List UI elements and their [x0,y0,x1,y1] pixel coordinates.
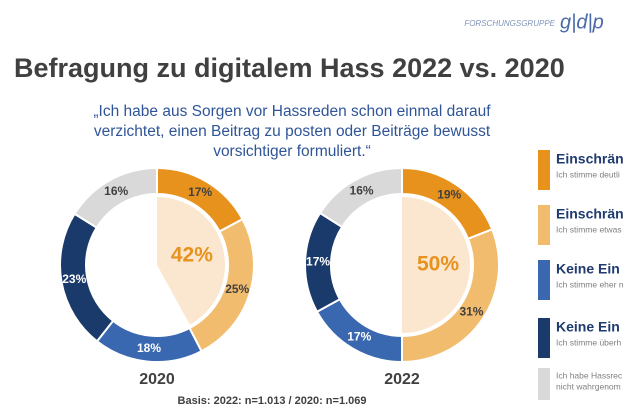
legend-swatch [538,205,550,245]
data-label: 16% [104,184,128,198]
data-label: 16% [350,184,374,198]
legend-title: Einschrän [556,206,624,222]
center-wedge [402,197,470,333]
quote-line: vorsichtiger formuliert.“ [213,143,371,160]
legend-swatch [538,150,550,190]
donut-segment [318,166,403,229]
center-label: 42% [171,244,213,267]
data-label: 31% [459,304,483,318]
center-wedge [157,197,225,325]
data-label: 25% [225,282,249,296]
legend-subtitle: Ich habe Hassrec [556,370,623,380]
legend-swatch [538,368,550,400]
chart-year: 2022 [384,371,420,388]
footnote: Basis: 2022: n=1.013 / 2020: n=1.069 [178,395,367,407]
data-label: 23% [62,272,86,286]
center-label: 50% [417,253,459,276]
data-label: 18% [137,341,161,355]
donut-segment [73,166,158,229]
chart-year: 2020 [139,371,175,388]
title: Befragung zu digitalem Hass 2022 vs. 202… [14,53,565,83]
legend-subtitle: Ich stimme eher n [556,279,624,289]
data-label: 19% [437,188,461,202]
legend-subtitle: Ich stimme etwas [556,224,622,234]
legend-swatch [538,318,550,358]
legend-subtitle: Ich stimme überh [556,337,621,347]
legend-swatch [538,260,550,300]
quote-line: verzichtet, einen Beitrag zu posten oder… [94,123,491,140]
quote-line: „Ich habe aus Sorgen vor Hassreden schon… [93,103,491,120]
legend-subtitle: Ich stimme deutli [556,169,620,179]
logo-text: FORSCHUNGSGRUPPE [464,19,555,28]
data-label: 17% [188,185,212,199]
data-label: 17% [347,329,371,343]
legend-title: Einschrän [556,151,624,167]
data-label: 17% [306,255,330,269]
legend-title: Keine Ein [556,319,620,335]
legend-title: Keine Ein [556,261,620,277]
logo-brand: g|d|p [560,11,604,33]
legend-subtitle: nicht wahrgenom [556,381,621,391]
